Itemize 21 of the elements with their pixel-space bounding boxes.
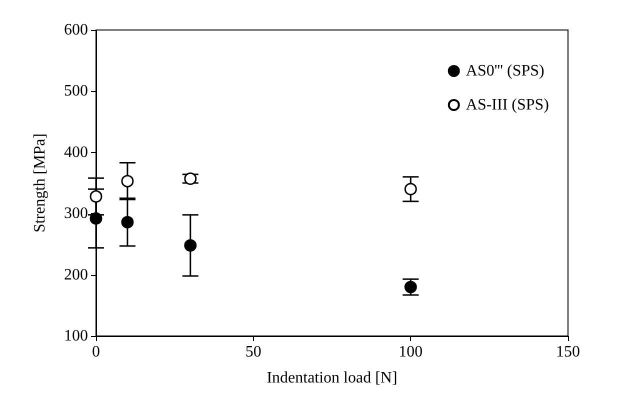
x-tick-label: 50 [245,344,262,360]
y-tick-label: 500 [64,82,88,100]
y-tick-label: 400 [64,144,88,161]
x-axis-title: Indentation load [N] [266,370,398,386]
legend-label: AS-III (SPS) [466,96,550,114]
legend-label: AS0''' (SPS) [466,62,544,80]
x-tick-label: 150 [556,344,580,360]
point [121,174,134,188]
point [121,216,134,228]
y-tick-label: 600 [64,22,88,38]
x-tick-label: 0 [92,344,100,360]
point [90,190,102,203]
point [184,239,197,252]
x-tick-label: 100 [398,344,423,360]
y-tick-label: 300 [64,205,88,222]
y-tick-label: 100 [64,328,88,344]
point [90,212,102,225]
point [184,172,197,185]
y-axis-title: Strength [MPa] [32,133,48,233]
point [404,182,417,196]
y-tick-label: 200 [64,266,88,284]
